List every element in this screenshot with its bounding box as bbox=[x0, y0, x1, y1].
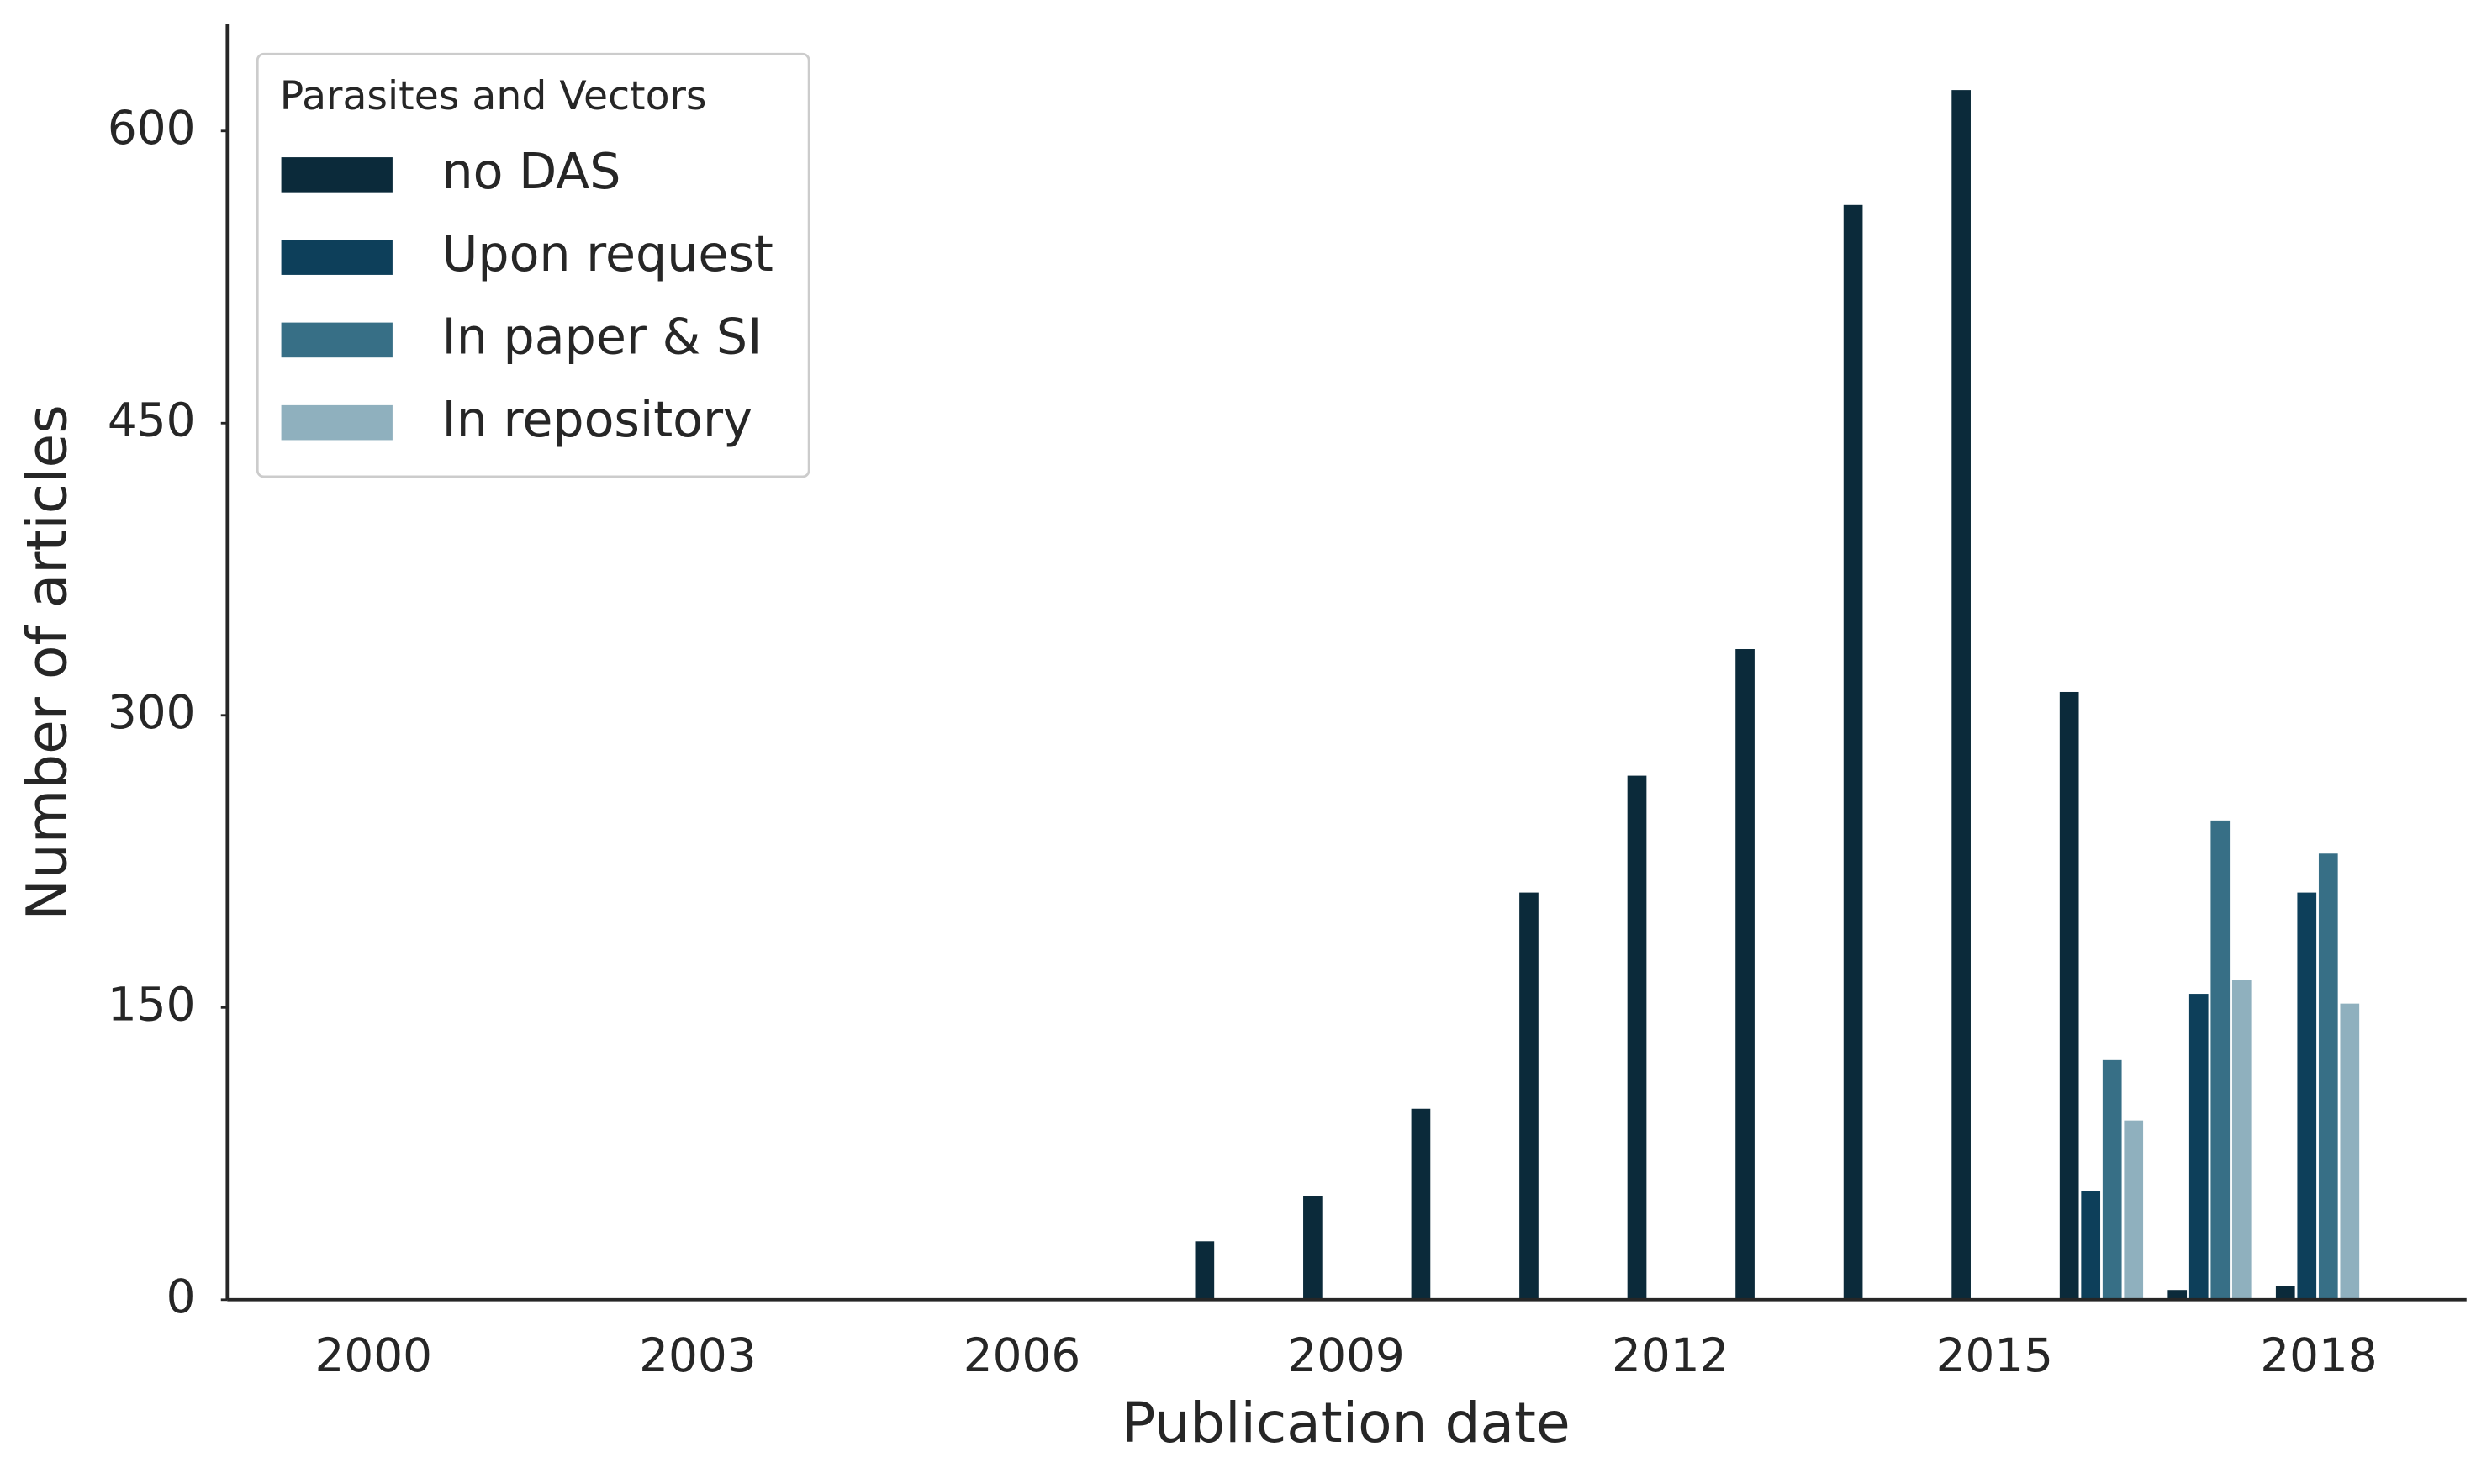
legend-title: Parasites and Vectors bbox=[280, 73, 707, 119]
y-tick-label: 450 bbox=[108, 393, 196, 446]
y-tick-label: 0 bbox=[166, 1270, 196, 1323]
bar bbox=[1843, 204, 1863, 1300]
bar bbox=[2124, 1120, 2144, 1300]
bar bbox=[2297, 892, 2317, 1300]
bar bbox=[1411, 1108, 1431, 1300]
legend-swatch bbox=[281, 240, 393, 275]
bar bbox=[2167, 1290, 2188, 1300]
y-tick-label: 300 bbox=[108, 685, 196, 739]
bar bbox=[1519, 892, 1539, 1300]
legend-label: no DAS bbox=[442, 143, 621, 200]
x-tick-label: 2003 bbox=[639, 1328, 756, 1382]
bar bbox=[1627, 775, 1647, 1300]
bar bbox=[1735, 649, 1755, 1300]
bar bbox=[1195, 1241, 1215, 1300]
bar bbox=[2188, 994, 2209, 1300]
bar bbox=[2231, 980, 2252, 1300]
y-tick-label: 600 bbox=[108, 101, 196, 155]
x-tick-label: 2006 bbox=[964, 1328, 1080, 1382]
legend-swatch bbox=[281, 157, 393, 193]
x-tick-label: 2009 bbox=[1287, 1328, 1404, 1382]
legend-swatch bbox=[281, 404, 393, 441]
x-axis-label: Publication date bbox=[1122, 1391, 1570, 1455]
legend-box bbox=[256, 52, 810, 478]
bar bbox=[2081, 1191, 2101, 1300]
legend-label: In paper & SI bbox=[442, 309, 763, 366]
y-axis-label: Number of articles bbox=[15, 404, 80, 920]
bar bbox=[2340, 1003, 2360, 1300]
x-tick-label: 2015 bbox=[1936, 1328, 2053, 1382]
y-tick-label: 150 bbox=[108, 977, 196, 1031]
bar bbox=[2059, 691, 2079, 1300]
bar bbox=[2318, 853, 2338, 1300]
bar bbox=[1303, 1196, 1323, 1300]
bar bbox=[2275, 1286, 2295, 1300]
bar bbox=[2102, 1059, 2122, 1300]
bar bbox=[1951, 90, 1971, 1300]
x-tick-label: 2018 bbox=[2260, 1328, 2377, 1382]
bar bbox=[2210, 820, 2231, 1300]
legend-label: In repository bbox=[442, 391, 752, 448]
legend-label: Upon request bbox=[442, 225, 773, 283]
legend-swatch bbox=[281, 322, 393, 358]
x-tick-label: 2012 bbox=[1612, 1328, 1729, 1382]
x-tick-label: 2000 bbox=[314, 1328, 431, 1382]
